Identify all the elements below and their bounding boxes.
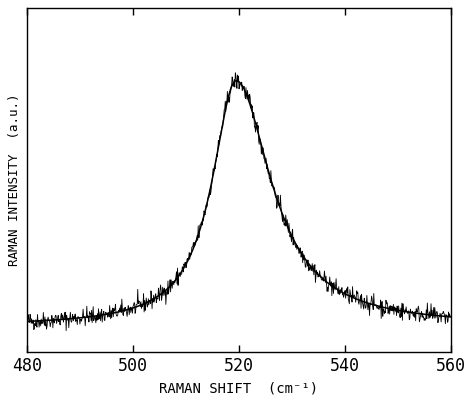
X-axis label: RAMAN SHIFT  (cm⁻¹): RAMAN SHIFT (cm⁻¹) [159, 382, 319, 396]
Y-axis label: RAMAN INTENSITY  (a.u.): RAMAN INTENSITY (a.u.) [9, 94, 21, 266]
